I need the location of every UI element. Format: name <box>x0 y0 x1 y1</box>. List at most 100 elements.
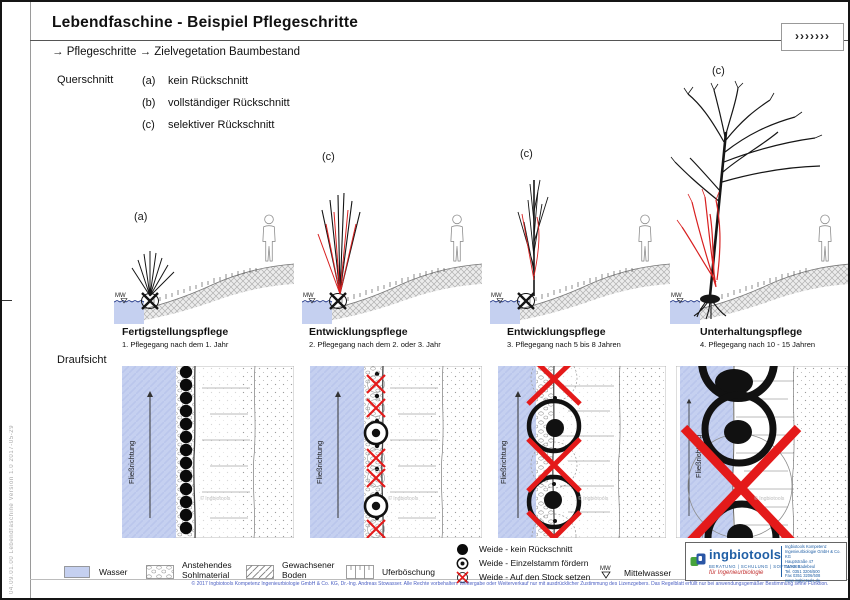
cross-section-1: MW (a) <box>114 211 294 324</box>
cross-section-4: MW (c) <box>670 65 848 324</box>
copyright-line: © 2017 Ingbiotools Kompetenz Ingenieurbi… <box>191 581 829 587</box>
mw-triangle-icon <box>676 298 684 304</box>
cross-section-2: MW (c) <box>302 151 482 324</box>
mittelwasser-label: Mittelwasser <box>624 568 672 578</box>
stage-caption-4: Unterhaltungspflege 4. Pflegegang nach 1… <box>700 326 848 349</box>
flow-label: Fließrichtung <box>127 441 136 484</box>
option-key: (a) <box>142 75 156 87</box>
stage-subtitle: 2. Pflegegang nach dem 2. oder 3. Jahr <box>309 340 441 349</box>
bank-profile <box>114 263 294 324</box>
uferboeschung-label: Uferböschung <box>382 567 435 577</box>
plan-view-2: Fließrichtung © Ingbiotools <box>310 366 482 538</box>
stage-title: Entwicklungspflege <box>507 326 606 338</box>
plan-view-3: Fließrichtung © Ingbiotools <box>498 366 666 538</box>
gewachsener-boden-swatch <box>246 565 274 579</box>
mw-label: MW <box>491 293 502 299</box>
wasser-label: Wasser <box>99 567 128 577</box>
querschnitt-label: Querschnitt <box>57 74 114 86</box>
draufsicht-label: Draufsicht <box>57 354 107 366</box>
plan-view-4: Fließrichtung © Ingbiotools <box>676 366 848 538</box>
logo-divider <box>781 546 782 577</box>
brand-slogan: für Ingenieurbiologie <box>709 570 764 576</box>
company-logo-box: ingbiotools BERATUNG | SCHULUNG | SOFTWA… <box>685 542 847 584</box>
document-code-vertical: 04.09.01.00 Lebendfaschine Version 1.0 2… <box>9 424 15 594</box>
bank-ruling-lines <box>390 387 438 519</box>
weide-promote-label: Weide - Einzelstamm fördern <box>479 558 589 568</box>
marker-c: (c) <box>520 148 533 160</box>
fascine-bundle <box>329 292 347 310</box>
marker-c: (c) <box>712 65 725 77</box>
marker-c: (c) <box>322 151 335 163</box>
watermark: © Ingbiotools <box>388 495 419 502</box>
water <box>302 299 333 324</box>
water <box>670 299 701 324</box>
mw-label: MW <box>671 293 682 299</box>
page-subtitle: → Pflegeschritte → Zielvegetation Baumbe… <box>52 46 301 58</box>
young-tree-black <box>517 179 549 296</box>
willow-coppice-x-symbols <box>526 366 582 538</box>
bank-profile <box>490 263 670 324</box>
willow-coppice-x-symbols <box>366 374 386 538</box>
weide-coppice-label: Weide - Auf den Stock setzen <box>479 572 591 582</box>
stage-subtitle: 3. Pflegegang nach 5 bis 8 Jahren <box>507 340 621 349</box>
marker-a: (a) <box>134 211 147 223</box>
gewachsener-boden-label: Gewachsener Boden <box>282 560 335 580</box>
bank-ruling-lines <box>560 385 614 513</box>
person-icon <box>450 214 464 262</box>
cross-section-3: MW (c) <box>490 148 670 324</box>
watermark: © Ingbiotools <box>200 495 231 502</box>
brand-tagline: BERATUNG | SCHULUNG | SOFTWARE <box>709 564 801 569</box>
flow-label: Fließrichtung <box>315 441 324 484</box>
willow-shoots-black <box>321 192 361 295</box>
bank-profile <box>302 263 482 324</box>
company-address: Ingbiotools Kompetenz Ingenieurbiologie … <box>785 544 841 584</box>
wasser-swatch <box>64 566 90 578</box>
stage-subtitle: 4. Pflegegang nach 10 - 15 Jahren <box>700 340 816 349</box>
stage-caption-2: Entwicklungspflege 2. Pflegegang nach de… <box>309 326 489 349</box>
mw-label: MW <box>115 293 126 299</box>
plan-view-1: Fließrichtung © Ingbiotools <box>122 366 294 538</box>
person-icon <box>818 214 832 262</box>
flow-direction-arrow: Fließrichtung <box>127 391 153 518</box>
stage-title: Fertigstellungspflege <box>122 326 229 338</box>
stage-caption-1: Fertigstellungspflege 1. Pflegegang nach… <box>122 326 302 349</box>
flow-label: Fließrichtung <box>694 435 703 478</box>
bank-ruling-lines <box>202 387 250 519</box>
ingbiotools-logo-icon <box>690 553 706 566</box>
root-mass <box>693 294 727 320</box>
left-frame-line <box>30 2 31 598</box>
sohlmaterial-label: Anstehendes Sohlmaterial <box>182 560 232 580</box>
page-title: Lebendfaschine - Beispiel Pflegeschritte <box>52 14 359 31</box>
sohlmaterial-swatch <box>146 565 174 579</box>
cut-option-b: (b) vollständiger Rückschnitt <box>142 97 290 109</box>
person-icon <box>638 214 652 262</box>
willow-promote-symbols <box>363 420 389 519</box>
willow-promote-symbols <box>698 366 780 538</box>
water <box>490 299 521 324</box>
watermark: © Ingbiotools <box>578 495 609 502</box>
stage-caption-3: Entwicklungspflege 3. Pflegegang nach 5 … <box>507 326 687 349</box>
cut-option-a: (a) kein Rückschnitt <box>142 75 248 87</box>
footer-separator-line <box>30 579 848 580</box>
faint-crown-circles <box>530 366 578 538</box>
stage-subtitle: 1. Pflegegang nach dem 1. Jahr <box>122 340 229 349</box>
stage-title: Entwicklungspflege <box>309 326 408 338</box>
water <box>114 299 145 324</box>
cut-option-c: (c) selektiver Rückschnitt <box>142 119 274 131</box>
next-page-button[interactable]: ››››››› <box>781 23 844 51</box>
flow-direction-arrow: Fließrichtung <box>499 391 521 518</box>
willow-coppice-x-symbol-large <box>680 424 802 538</box>
mw-label: MW <box>303 293 314 299</box>
young-tree-red <box>521 213 540 281</box>
person-icon <box>262 214 276 262</box>
watermark: © Ingbiotools <box>754 495 785 502</box>
option-key: (c) <box>142 119 155 131</box>
weide-no-cut-icon <box>457 544 468 555</box>
title-underline <box>30 40 848 41</box>
willow-no-cut-symbols <box>179 366 193 535</box>
willow-promote-symbols <box>526 398 582 530</box>
uferboeschung-swatch <box>346 565 374 579</box>
flow-direction-arrow: Fließrichtung <box>315 391 341 518</box>
stage-title: Unterhaltungspflege <box>700 326 803 338</box>
